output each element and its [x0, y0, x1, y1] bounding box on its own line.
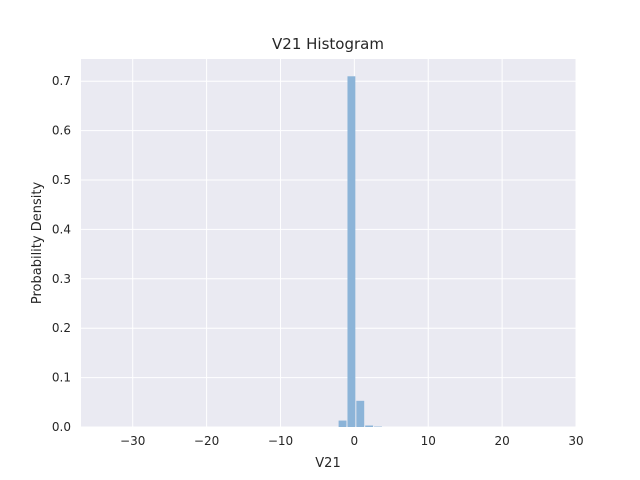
- y-tick-label: 0.6: [52, 124, 71, 138]
- y-tick-label: 0.5: [52, 173, 71, 187]
- y-tick-label: 0.3: [52, 272, 71, 286]
- x-tick-label: 20: [494, 434, 509, 448]
- histogram-bar: [338, 420, 347, 427]
- histogram-bar: [365, 425, 374, 427]
- grid-lines: [81, 59, 577, 428]
- y-axis-title: Probability Density: [30, 182, 45, 305]
- y-tick-label: 0.0: [52, 420, 71, 434]
- y-tick-label: 0.4: [52, 222, 71, 236]
- x-tick-label: −10: [268, 434, 293, 448]
- histogram-bars: [338, 76, 382, 428]
- histogram-bar: [347, 76, 356, 428]
- tick-labels: −30 −20 −10 0 10 20 30 0.0 0.1 0.2 0.3 0.4 0.5 0.6 0.7: [52, 74, 584, 448]
- y-tick-label: 0.2: [52, 321, 71, 335]
- x-axis-title: V21: [315, 456, 340, 471]
- x-tick-label: 10: [421, 434, 436, 448]
- x-tick-label: 30: [568, 434, 583, 448]
- x-tick-label: −30: [120, 434, 145, 448]
- histogram-bar: [356, 400, 365, 427]
- chart-title: V21 Histogram: [272, 35, 384, 53]
- y-tick-label: 0.1: [52, 371, 71, 385]
- plot-background: [81, 59, 576, 427]
- x-tick-label: −20: [194, 434, 219, 448]
- y-tick-label: 0.7: [52, 74, 71, 88]
- x-tick-label: 0: [351, 434, 359, 448]
